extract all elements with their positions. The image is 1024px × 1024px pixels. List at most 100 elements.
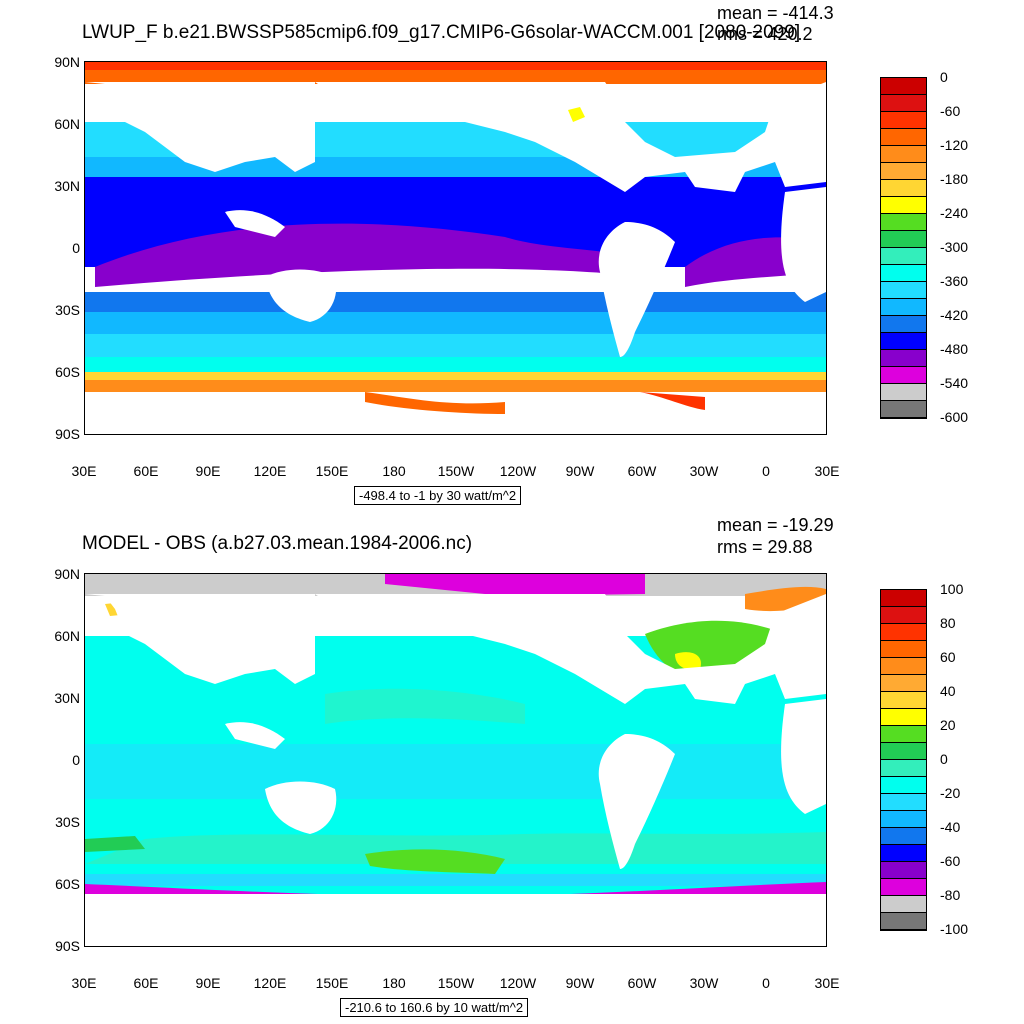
panel2-colorbar-swatch [881, 658, 926, 675]
panel-1-title: LWUP_F b.e21.BWSSP585cmip6.f09_g17.CMIP6… [82, 22, 801, 43]
panel1-colorbar-label: -480 [940, 341, 969, 357]
panel1-colorbar-swatch [881, 401, 926, 418]
p2-lon-label-5: 180 [382, 975, 406, 991]
panel-1-range-note: -498.4 to -1 by 30 watt/m^2 [354, 486, 522, 505]
panel1-colorbar-swatch [881, 163, 926, 180]
panel2-colorbar-label: 80 [940, 615, 956, 631]
p1-lat-label-4: 30S [55, 302, 80, 318]
p1-lon-label-9: 60W [627, 463, 657, 479]
panel1-colorbar-swatch [881, 248, 926, 265]
panel2-colorbar-swatch [881, 862, 926, 879]
p1-lon-label-6: 150W [437, 463, 475, 479]
panel1-colorbar-swatch [881, 214, 926, 231]
panel-1-colorbar [880, 77, 927, 419]
panel2-colorbar-label: 60 [940, 649, 956, 665]
p2-lon-label-9: 60W [627, 975, 657, 991]
panel2-colorbar-label: 20 [940, 717, 956, 733]
panel2-colorbar-label: -40 [940, 819, 961, 835]
panel2-colorbar-swatch [881, 845, 926, 862]
panel2-colorbar-label: 40 [940, 683, 956, 699]
panel1-colorbar-swatch [881, 316, 926, 333]
panel2-colorbar-swatch [881, 692, 926, 709]
p1-lon-label-10: 30W [689, 463, 719, 479]
panel2-colorbar-swatch [881, 726, 926, 743]
p2-lat-label-3: 0 [72, 752, 80, 768]
panel2-colorbar-label: -80 [940, 887, 961, 903]
p1-lon-label-4: 150E [315, 463, 349, 479]
panel2-colorbar-swatch [881, 675, 926, 692]
panel1-colorbar-label: -300 [940, 239, 969, 255]
p2-lat-label-4: 30S [55, 814, 80, 830]
panel2-colorbar-label: -20 [940, 785, 961, 801]
p2-lon-label-12: 30E [814, 975, 840, 991]
p2-lat-label-0: 90N [54, 566, 80, 582]
panel1-colorbar-label: 0 [940, 69, 948, 85]
panel1-colorbar-swatch [881, 95, 926, 112]
panel-1-map [84, 61, 827, 435]
p1-lon-label-8: 90W [565, 463, 595, 479]
panel1-colorbar-label: -600 [940, 409, 969, 425]
panel2-colorbar-swatch [881, 794, 926, 811]
p1-lat-label-1: 60N [54, 116, 80, 132]
panel1-colorbar-swatch [881, 367, 926, 384]
panel-2-map-svg [85, 574, 826, 946]
p1-lat-label-2: 30N [54, 178, 80, 194]
panel-2-map [84, 573, 827, 947]
p2-lat-label-2: 30N [54, 690, 80, 706]
p1-lat-label-5: 60S [55, 364, 80, 380]
panel1-colorbar-label: -180 [940, 171, 969, 187]
panel-2-title: MODEL - OBS (a.b27.03.mean.1984-2006.nc) [82, 533, 473, 554]
panel2-colorbar-swatch [881, 709, 926, 726]
panel1-colorbar-label: -60 [940, 103, 961, 119]
panel2-colorbar-swatch [881, 624, 926, 641]
panel-1-map-svg [85, 62, 826, 434]
p2-lat-label-1: 60N [54, 628, 80, 644]
panel-2-colorbar [880, 589, 927, 931]
p1-lon-label-5: 180 [382, 463, 406, 479]
panel1-colorbar-swatch [881, 78, 926, 95]
panel2-colorbar-swatch [881, 879, 926, 896]
p2-lat-label-5: 60S [55, 876, 80, 892]
panel1-colorbar-swatch [881, 129, 926, 146]
panel2-colorbar-swatch [881, 913, 926, 930]
panel2-colorbar-swatch [881, 828, 926, 845]
panel2-colorbar-label: -100 [940, 921, 969, 937]
panel2-colorbar-swatch [881, 760, 926, 777]
p2-lon-label-4: 150E [315, 975, 349, 991]
p1-lat-label-0: 90N [54, 54, 80, 70]
panel1-colorbar-label: -540 [940, 375, 969, 391]
p2-lon-label-1: 60E [133, 975, 159, 991]
panel1-colorbar-swatch [881, 384, 926, 401]
panel2-colorbar-swatch [881, 607, 926, 624]
panel1-colorbar-swatch [881, 231, 926, 248]
panel-2-mean: mean = -19.29 [717, 515, 834, 535]
panel1-colorbar-swatch [881, 146, 926, 163]
panel1-colorbar-swatch [881, 112, 926, 129]
panel1-colorbar-swatch [881, 180, 926, 197]
p1-lon-label-12: 30E [814, 463, 840, 479]
panel2-colorbar-swatch [881, 641, 926, 658]
panel1-colorbar-swatch [881, 299, 926, 316]
panel2-colorbar-swatch [881, 811, 926, 828]
panel-1-rms: rms = 420.2 [717, 24, 813, 44]
panel2-colorbar-swatch [881, 590, 926, 607]
panel2-colorbar-swatch [881, 777, 926, 794]
panel-2-range-note: -210.6 to 160.6 by 10 watt/m^2 [340, 998, 529, 1017]
p2-lon-label-0: 30E [71, 975, 97, 991]
panel1-colorbar-swatch [881, 197, 926, 214]
p2-lon-label-8: 90W [565, 975, 595, 991]
p2-lon-label-2: 90E [195, 975, 221, 991]
p1-lon-label-0: 30E [71, 463, 97, 479]
p1-lon-label-2: 90E [195, 463, 221, 479]
p1-lon-label-3: 120E [253, 463, 287, 479]
panel1-colorbar-label: -120 [940, 137, 969, 153]
panel2-colorbar-label: -60 [940, 853, 961, 869]
panel-2-rms: rms = 29.88 [717, 537, 813, 557]
panel1-colorbar-swatch [881, 350, 926, 367]
panel-1-mean: mean = -414.3 [717, 3, 834, 23]
p2-lon-label-6: 150W [437, 975, 475, 991]
p1-lon-label-1: 60E [133, 463, 159, 479]
p2-lon-label-11: 0 [762, 975, 770, 991]
p2-lat-label-6: 90S [55, 938, 80, 954]
panel2-colorbar-swatch [881, 896, 926, 913]
